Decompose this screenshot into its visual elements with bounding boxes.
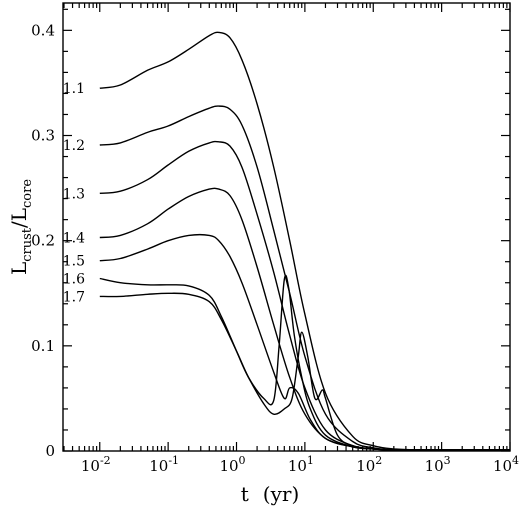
y-tick-label: 0.4 [31, 21, 55, 39]
y-axis-sub2: core [20, 179, 35, 208]
x-axis-title: t (yr) [241, 482, 300, 506]
x-tick-label: 101 [288, 454, 314, 475]
y-tick-label: 0.3 [31, 127, 55, 145]
x-tick-label: 100 [219, 454, 245, 475]
curve-labels-group: 1.1 1.2 1.3 1.4 1.5 1.61.7 [63, 81, 85, 305]
x-axis-unit: (yr) [263, 482, 299, 506]
y-tick-label: 0.2 [31, 232, 55, 250]
curve-label-1-3: 1.3 [63, 186, 85, 202]
y-axis-title: Lcrust/Lcore [7, 179, 35, 275]
curve-1-2 [99, 105, 510, 451]
curve-1-3 [99, 140, 510, 451]
x-axis-variable: t [241, 482, 249, 506]
y-tick-label: 0.1 [31, 337, 55, 355]
curves-group [99, 31, 511, 451]
x-tick-label: 104 [493, 454, 519, 475]
plot-frame [62, 2, 511, 452]
y-axis-l1: L [7, 262, 31, 275]
ticks-group [63, 3, 511, 452]
curve-1-7 [99, 292, 510, 451]
curve-label-1-5: 1.5 [63, 254, 85, 270]
y-axis-sub1: crust [20, 227, 35, 262]
y-tick-label: 0 [45, 442, 55, 460]
curve-label-1-1: 1.1 [63, 81, 85, 97]
y-axis-slash: / [7, 221, 31, 228]
tick-labels-group: 0 0.1 0.2 0.3 0.4 10-2 10-1 100 101 102 103 104 [31, 21, 519, 475]
curve-label-1-2: 1.2 [63, 138, 85, 154]
x-tick-label: 10-2 [81, 454, 111, 475]
curve-label-1-4: 1.4 [63, 231, 85, 247]
curve-1-6 [99, 274, 510, 451]
x-tick-label: 10-1 [149, 454, 179, 475]
curve-label-1-7: 1.7 [63, 289, 85, 305]
curve-1-4 [99, 187, 510, 451]
y-axis-l2: L [7, 208, 31, 221]
x-tick-label: 103 [425, 454, 451, 475]
x-tick-label: 102 [356, 454, 382, 475]
curve-label-1-6: 1.6 [63, 272, 85, 288]
